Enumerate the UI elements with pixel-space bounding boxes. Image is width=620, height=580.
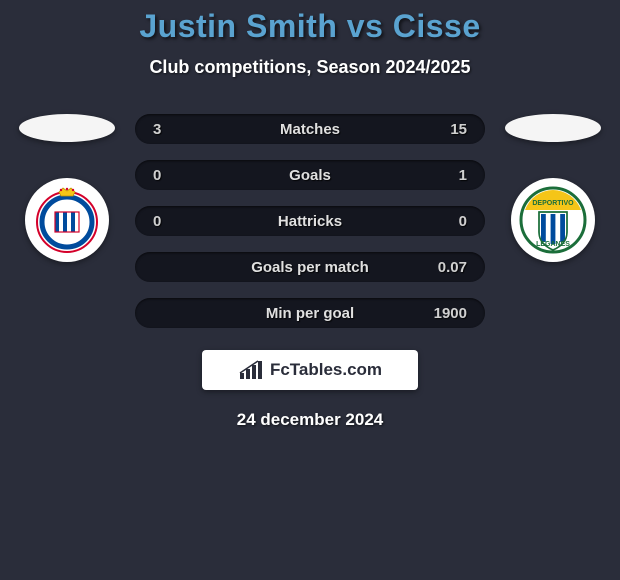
date-text: 24 december 2024 bbox=[0, 410, 620, 430]
stat-row-goals-per-match: Goals per match 0.07 bbox=[135, 252, 485, 282]
left-club-badge bbox=[25, 178, 109, 262]
stat-right-value: 0 bbox=[427, 213, 467, 230]
stat-label: Matches bbox=[193, 121, 427, 138]
stat-right-value: 1900 bbox=[427, 305, 467, 322]
stat-row-min-per-goal: Min per goal 1900 bbox=[135, 298, 485, 328]
stat-label: Goals per match bbox=[193, 259, 427, 276]
stat-row-goals: 0 Goals 1 bbox=[135, 160, 485, 190]
comparison-row: 3 Matches 15 0 Goals 1 0 Hattricks 0 Goa… bbox=[0, 114, 620, 328]
stat-right-value: 1 bbox=[427, 167, 467, 184]
bar-chart-icon bbox=[238, 359, 264, 381]
fctables-logo-box: FcTables.com bbox=[202, 350, 418, 390]
stat-right-value: 15 bbox=[427, 121, 467, 138]
svg-text:DEPORTIVO: DEPORTIVO bbox=[532, 200, 574, 207]
left-player-col bbox=[17, 114, 117, 262]
left-player-avatar bbox=[19, 114, 115, 142]
stat-left-value: 0 bbox=[153, 167, 193, 184]
stat-row-hattricks: 0 Hattricks 0 bbox=[135, 206, 485, 236]
stat-label: Min per goal bbox=[193, 305, 427, 322]
subtitle: Club competitions, Season 2024/2025 bbox=[0, 57, 620, 78]
leganes-crest-icon: DEPORTIVO LEGANÉS bbox=[517, 184, 589, 256]
espanyol-crest-icon bbox=[31, 184, 103, 256]
stat-row-matches: 3 Matches 15 bbox=[135, 114, 485, 144]
stat-right-value: 0.07 bbox=[427, 259, 467, 276]
right-player-col: DEPORTIVO LEGANÉS bbox=[503, 114, 603, 262]
stat-left-value: 0 bbox=[153, 213, 193, 230]
stat-label: Hattricks bbox=[193, 213, 427, 230]
right-player-avatar bbox=[505, 114, 601, 142]
svg-text:LEGANÉS: LEGANÉS bbox=[536, 239, 570, 248]
stat-left-value: 3 bbox=[153, 121, 193, 138]
stats-column: 3 Matches 15 0 Goals 1 0 Hattricks 0 Goa… bbox=[135, 114, 485, 328]
right-club-badge: DEPORTIVO LEGANÉS bbox=[511, 178, 595, 262]
page-title: Justin Smith vs Cisse bbox=[0, 8, 620, 45]
stat-label: Goals bbox=[193, 167, 427, 184]
fctables-logo-text: FcTables.com bbox=[270, 360, 382, 380]
